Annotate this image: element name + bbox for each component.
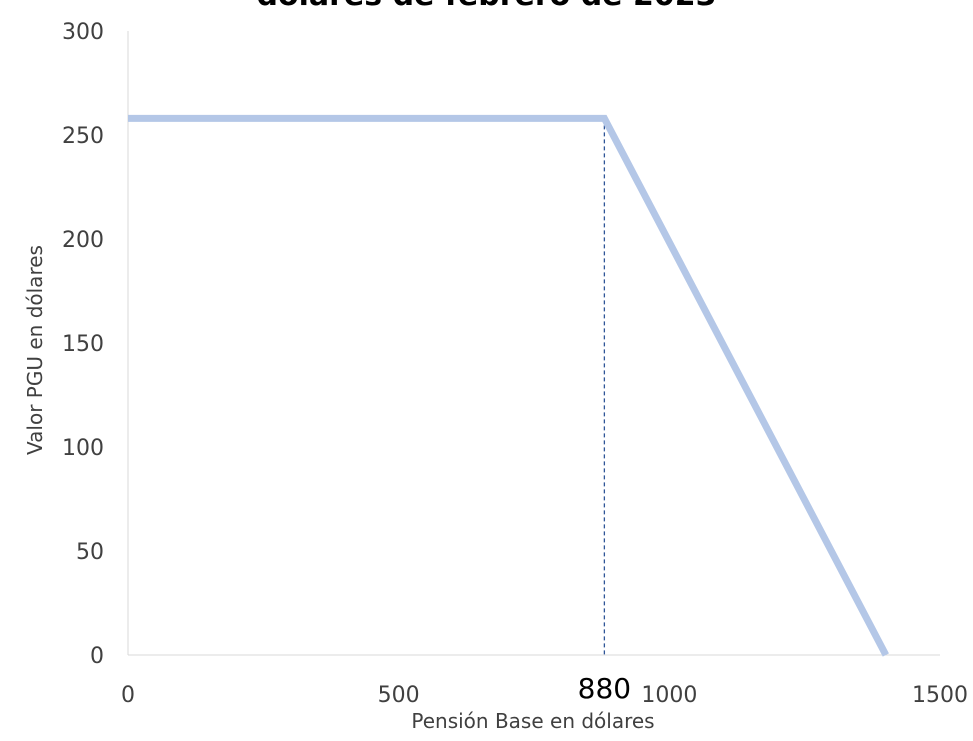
chart-title: dólares de febrero de 2023 [0, 0, 973, 13]
y-tick-label: 0 [90, 644, 104, 669]
y-tick-label: 100 [62, 436, 104, 461]
series-line [128, 114, 889, 657]
y-tick-label: 200 [62, 228, 104, 253]
tick-labels: 0 50 100 150 200 250 300 0 500 1000 1500 [62, 20, 968, 708]
axes [127, 31, 940, 656]
y-axis-label: Valor PGU en dólares [23, 245, 47, 455]
y-tick-label: 250 [62, 124, 104, 149]
x-tick-label: 1500 [912, 683, 968, 708]
x-tick-label: 1000 [641, 683, 697, 708]
x-tick-label: 0 [121, 683, 135, 708]
y-tick-label: 50 [76, 540, 104, 565]
x-axis-label: Pensión Base en dólares [411, 709, 654, 733]
y-tick-label: 150 [62, 332, 104, 357]
series-group [128, 114, 889, 657]
y-tick-label: 300 [62, 20, 104, 45]
reference-line-group: 880 [578, 118, 631, 705]
reference-line-label: 880 [578, 672, 631, 705]
x-tick-label: 500 [378, 683, 420, 708]
